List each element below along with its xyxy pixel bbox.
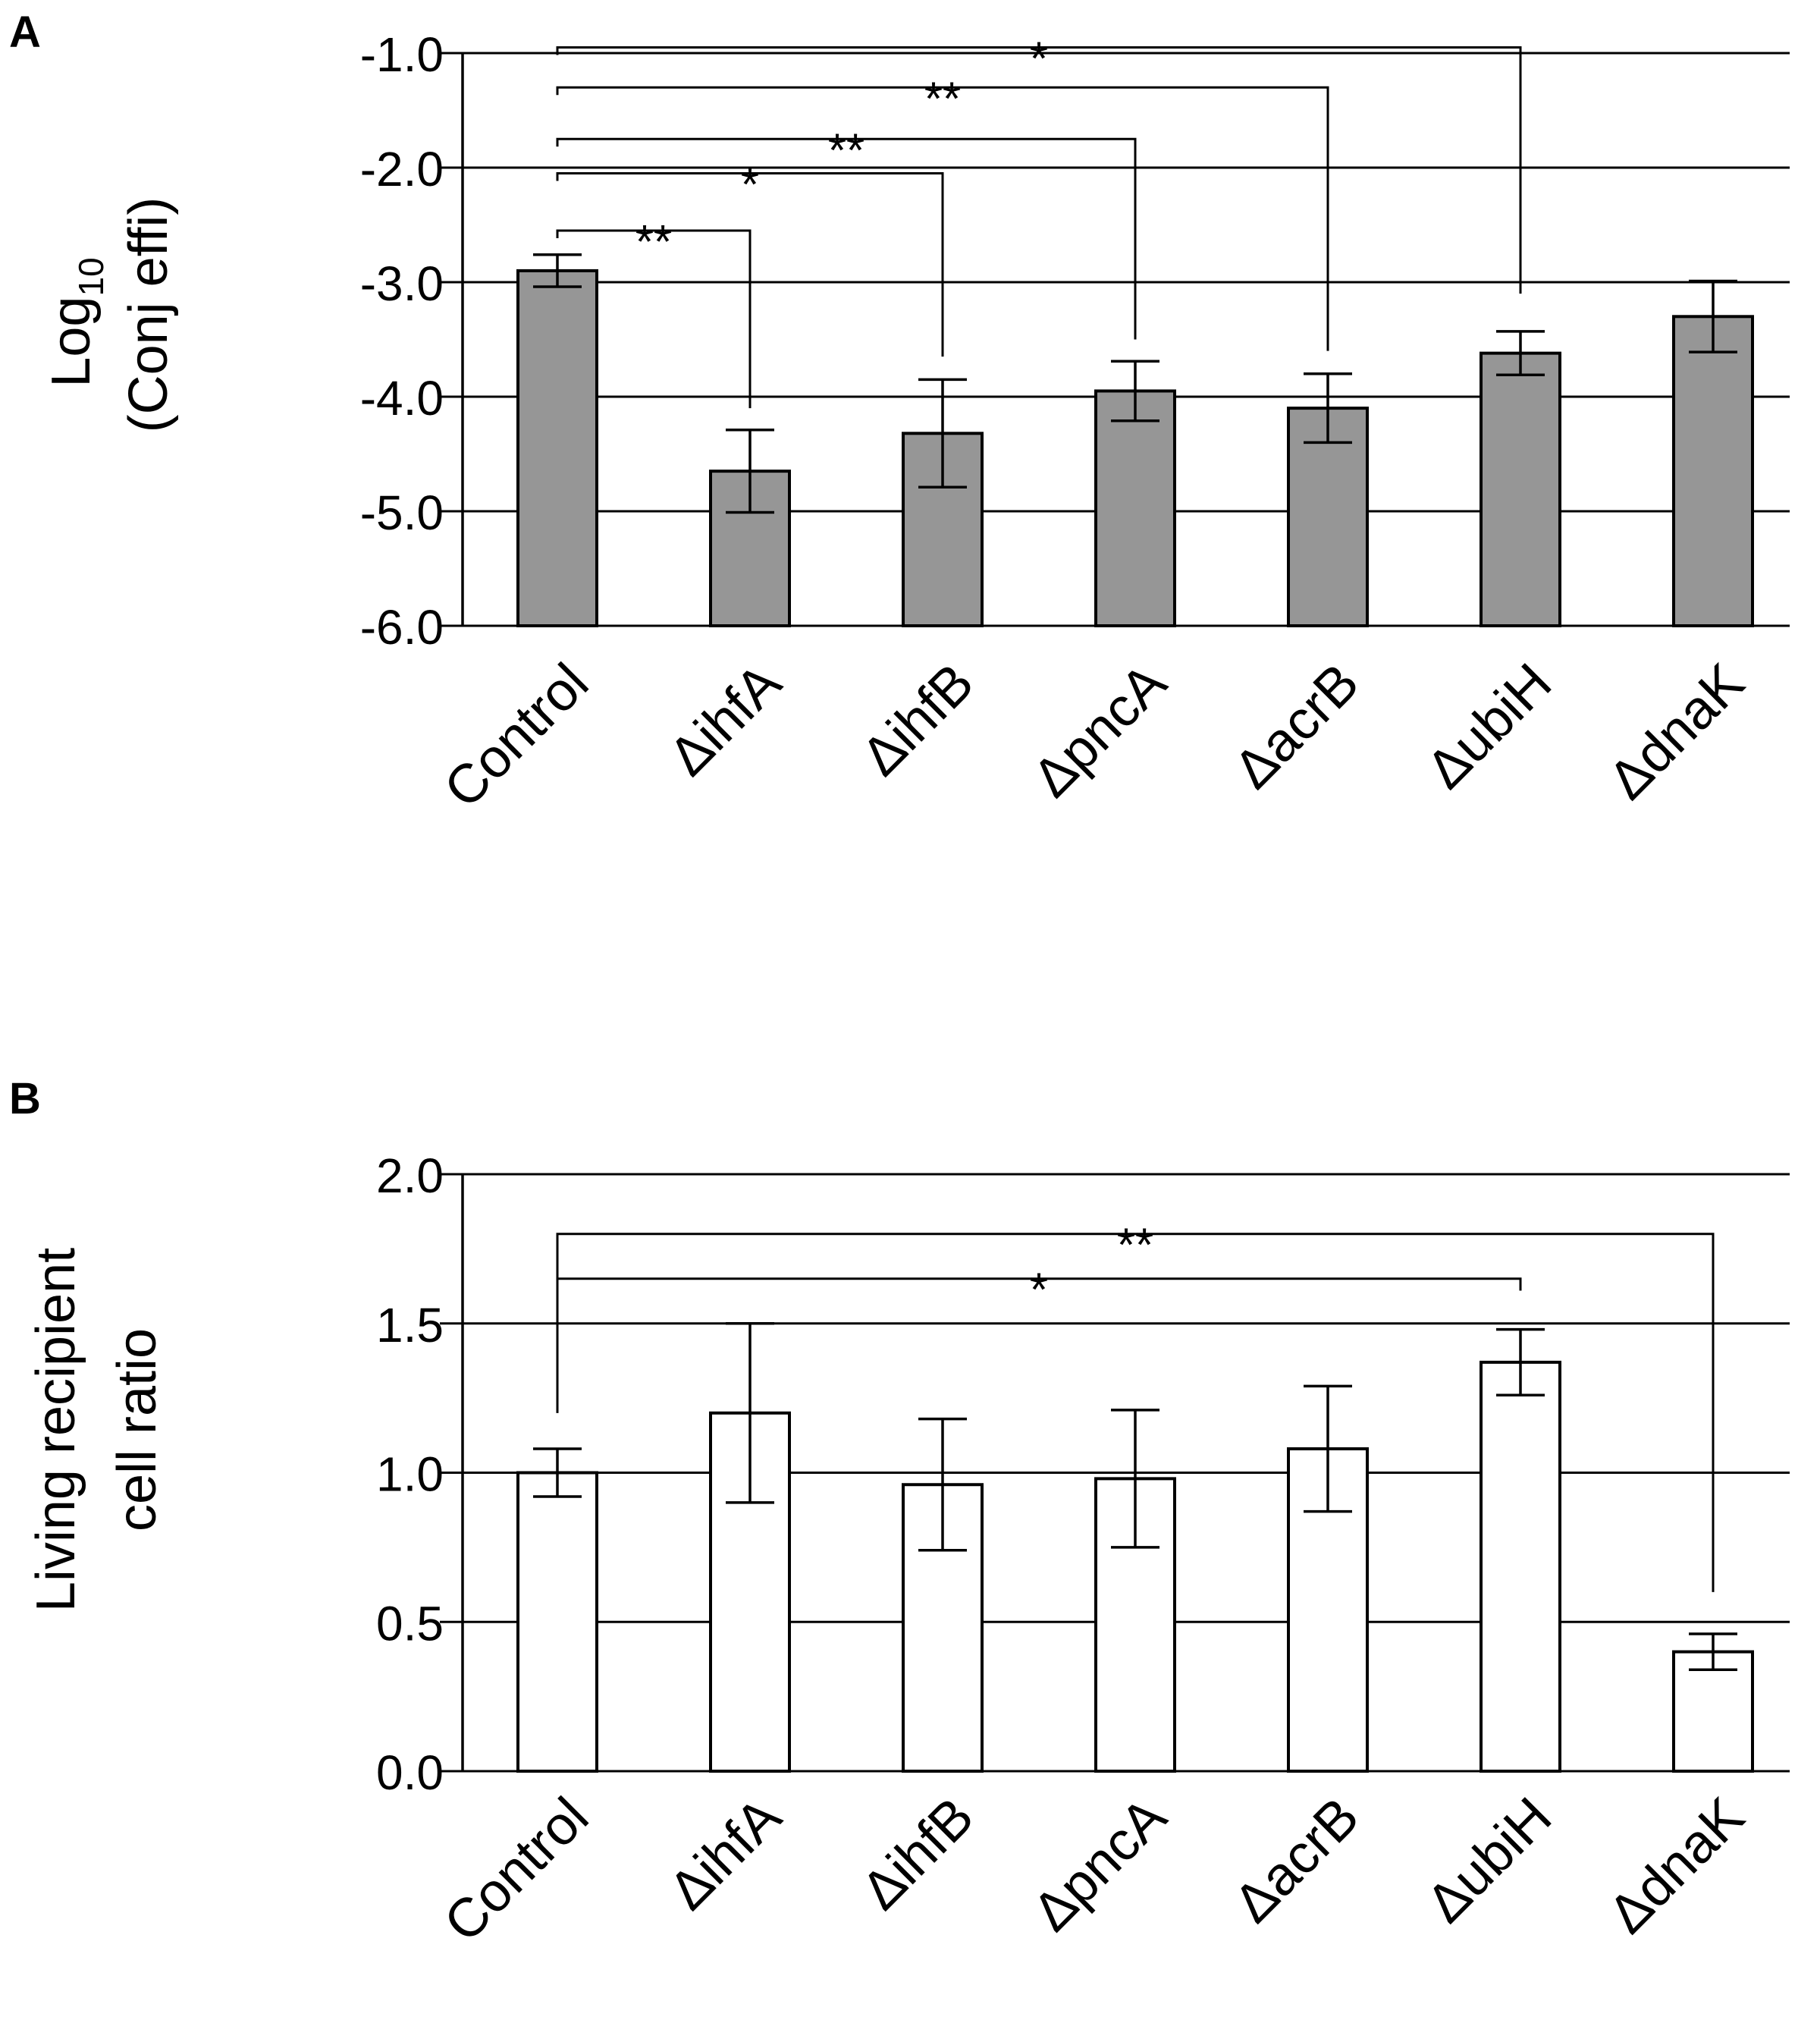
panel-a-ylabel-line1: Log10	[41, 257, 111, 387]
panel-a-bars	[516, 253, 1754, 628]
panel-a-significance: ********	[556, 33, 1522, 409]
category-label: ΔihfA	[657, 1786, 792, 1921]
panel-b-category-labels: Control ΔihfA ΔihfB ΔpncA ΔacrB ΔubiH ΔdnaK	[433, 1786, 1756, 1954]
bar	[516, 269, 598, 627]
bar	[1480, 1360, 1561, 1773]
significance-bracket	[556, 172, 944, 357]
significance-label: **	[828, 124, 864, 177]
bar	[1672, 315, 1754, 627]
panel-b-significance: ***	[556, 1220, 1715, 1592]
category-label: ΔihfB	[850, 652, 985, 787]
panel-a-ylabel-line2: (Conj effi)	[118, 197, 179, 433]
bar	[1480, 351, 1561, 627]
significance-label: *	[1030, 33, 1048, 85]
panel-b-chart: B Living recipient cell ratio 2.0 1.5 1.0 0…	[9, 1074, 1790, 1953]
significance-bracket	[556, 229, 752, 409]
panel-b-bars	[516, 1322, 1754, 1773]
y-tick-label: -5.0	[360, 485, 444, 540]
significance-label: *	[741, 159, 759, 212]
y-tick-label: -3.0	[360, 256, 444, 311]
bar	[1672, 1650, 1754, 1773]
category-label: ΔubiH	[1415, 652, 1563, 800]
category-label: ΔdnaK	[1597, 1786, 1756, 1945]
y-tick-label: 1.0	[376, 1447, 444, 1502]
bar	[516, 1471, 598, 1773]
category-label: Control	[433, 1786, 601, 1954]
category-label: ΔacrB	[1222, 1786, 1370, 1934]
y-tick-label: 1.5	[376, 1298, 444, 1352]
panel-b-letter: B	[9, 1074, 41, 1123]
y-tick-label: 0.5	[376, 1596, 444, 1651]
category-label: ΔdnaK	[1597, 652, 1756, 811]
category-label: Control	[433, 652, 601, 820]
panel-b-ylabel-line2: cell ratio	[107, 1328, 168, 1531]
significance-bracket	[556, 46, 1522, 294]
category-label: ΔpncA	[1021, 652, 1178, 809]
y-tick-label: 2.0	[376, 1148, 444, 1203]
panel-b-ylabel-line1: Living recipient	[26, 1248, 86, 1612]
category-label: ΔihfA	[657, 652, 792, 787]
significance-bracket	[556, 137, 1137, 340]
significance-label: **	[924, 73, 961, 125]
bar	[1287, 407, 1369, 627]
category-label: ΔacrB	[1222, 652, 1370, 800]
significance-bracket	[556, 1233, 1715, 1592]
y-tick-label: 0.0	[376, 1745, 444, 1800]
significance-label: **	[635, 216, 672, 269]
panel-a-category-labels: Control ΔihfA ΔihfB ΔpncA ΔacrB ΔubiH ΔdnaK	[433, 652, 1756, 820]
significance-label: *	[1030, 1264, 1048, 1317]
y-tick-label: -6.0	[360, 600, 444, 655]
y-tick-label: -2.0	[360, 142, 444, 196]
significance-bracket	[556, 86, 1329, 351]
panel-a-letter: A	[9, 8, 41, 57]
category-label: ΔihfB	[850, 1786, 985, 1921]
y-tick-label: -4.0	[360, 371, 444, 426]
category-label: ΔpncA	[1021, 1786, 1178, 1943]
significance-label: **	[1117, 1220, 1153, 1272]
y-tick-label: -1.0	[360, 27, 444, 82]
bar	[1094, 389, 1176, 627]
category-label: ΔubiH	[1415, 1786, 1563, 1934]
panel-a-chart: A Log10 (Conj effi) -1.0 -2.0 -3.0 -4.0 -5.0…	[9, 8, 1790, 819]
